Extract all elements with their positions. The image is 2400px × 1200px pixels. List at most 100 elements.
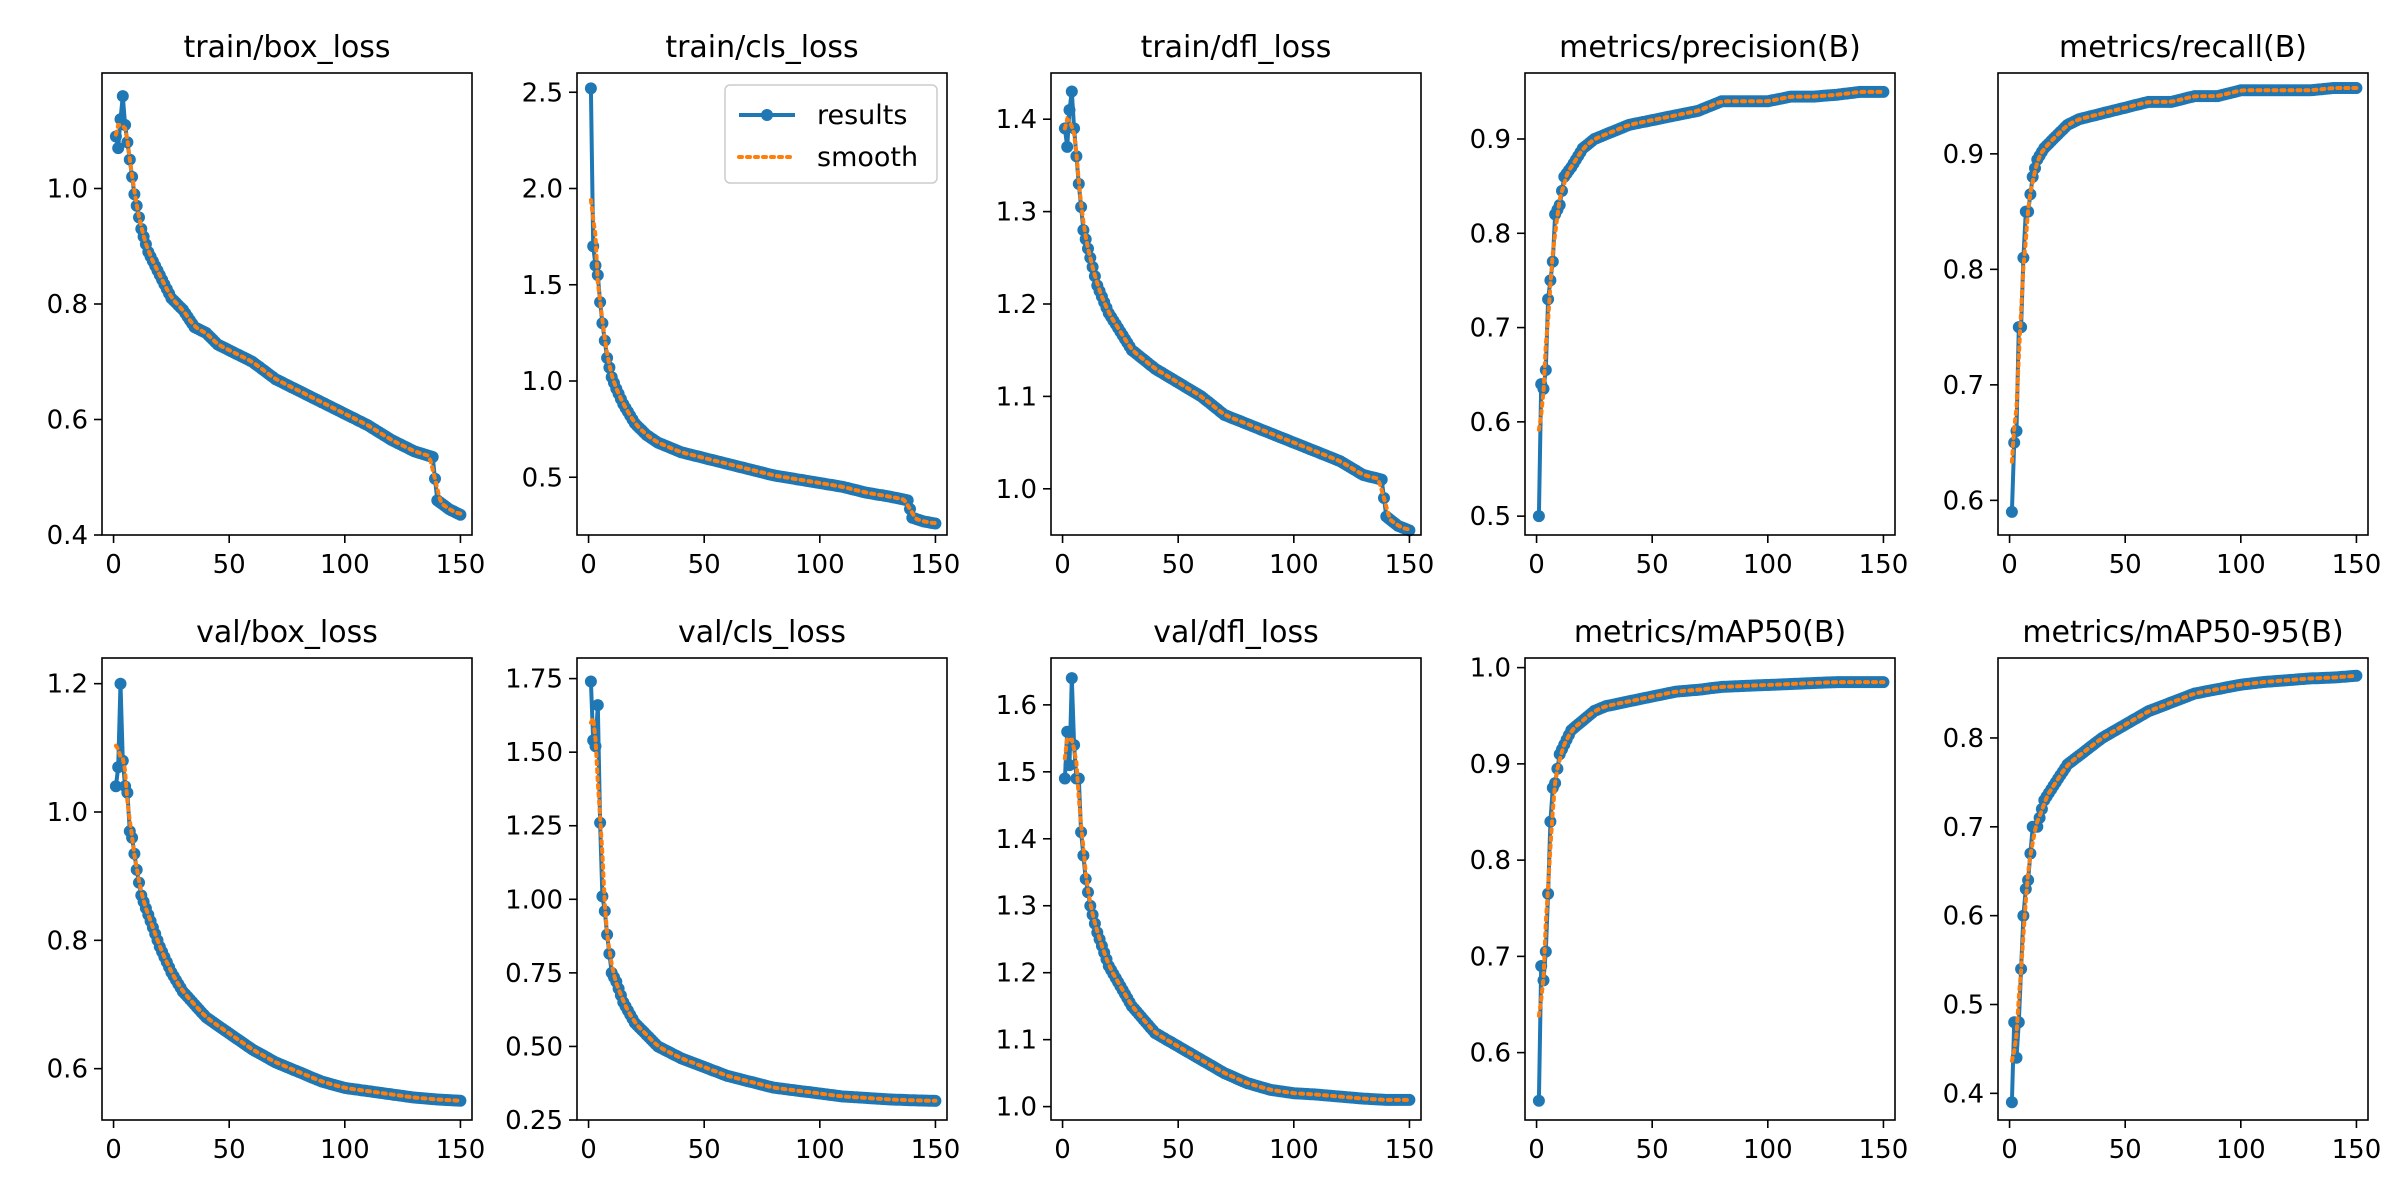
y-tick-label: 0.6 [47,1055,88,1085]
x-tick-label: 150 [1859,1135,1909,1165]
y-tick-label: 1.5 [996,758,1037,788]
x-tick-label: 100 [2216,550,2266,580]
data-point [591,699,604,712]
legend-label-results: results [817,100,907,131]
y-tick-label: 0.6 [1470,1039,1511,1069]
smooth-line [2009,86,2359,464]
axes-frame [576,657,948,1121]
y-tick-label: 0.9 [1943,140,1984,170]
results-markers [584,675,942,1107]
results-line [1536,680,1884,1101]
smooth-line [1062,115,1412,532]
y-tick-label: 0.6 [47,406,88,436]
smooth-line [1536,89,1886,432]
x-tick-label: 100 [320,1135,370,1165]
y-tick-label: 1.0 [522,367,563,397]
panel-title: val/cls_loss [678,615,846,650]
y-tick-label: 0.5 [1470,502,1511,532]
data-point [1063,759,1076,772]
x-tick-label: 50 [2109,550,2142,580]
chart-panel-1: train/box_loss 0 50 100 150 0.4 0.6 0.8 1.0 [47,30,486,580]
y-tick-label: 0.8 [47,290,88,320]
y-tick-label: 1.3 [996,892,1037,922]
y-tick-label: 1.0 [47,175,88,205]
y-tick-label: 0.5 [522,463,563,493]
chart-panel-2: train/cls_loss 0 50 100 150 0.5 1.0 1.5 2.0 2.5 re… [522,30,961,580]
x-tick-label: 0 [105,550,122,580]
data-point [1403,1093,1416,1106]
results-line [1536,89,1884,517]
smooth-line [113,123,463,516]
x-tick-label: 0 [1528,550,1545,580]
data-point [1065,85,1078,98]
chart-panel-6: val/box_loss 0 50 100 150 0.6 0.8 1.0 1.2 [47,615,486,1165]
y-tick-label: 0.8 [1943,724,1984,754]
x-tick-label: 0 [580,1135,597,1165]
y-tick-label: 1.0 [47,798,88,828]
axes-frame [576,72,948,536]
panel-title: metrics/mAP50-95(B) [2022,615,2343,650]
y-tick-label: 2.5 [522,78,563,108]
x-tick-label: 0 [1054,550,1071,580]
x-tick-label: 50 [213,550,246,580]
y-tick-label: 0.7 [1943,813,1984,843]
data-point [116,90,129,103]
y-tick-label: 1.2 [996,959,1037,989]
data-point [2022,874,2035,887]
results-markers [109,90,467,521]
y-tick-label: 0.5 [1943,991,1984,1021]
smooth-line [113,743,463,1103]
smooth-line [588,198,938,526]
panel-title: train/cls_loss [665,30,858,65]
data-point [1877,85,1890,98]
smooth-line [2009,673,2359,1063]
data-point [1058,772,1071,785]
panel-title: metrics/mAP50(B) [1574,615,1846,650]
y-tick-label: 1.4 [996,825,1037,855]
data-point [109,780,122,793]
y-tick-label: 0.8 [1943,255,1984,285]
x-tick-label: 100 [320,550,370,580]
axes-frame [1997,657,2369,1121]
axes-frame [101,657,473,1121]
y-tick-label: 0.6 [1470,408,1511,438]
data-point [584,82,597,95]
y-tick-label: 0.75 [505,959,563,989]
y-tick-label: 0.8 [47,926,88,956]
y-tick-label: 1.0 [996,1093,1037,1123]
x-tick-label: 50 [688,1135,721,1165]
data-point [601,928,614,941]
y-tick-label: 0.4 [47,521,88,551]
y-tick-label: 1.1 [996,1026,1037,1056]
x-tick-label: 150 [2332,1135,2382,1165]
chart-panel-9: metrics/mAP50(B) 0 50 100 150 0.6 0.7 0.8 0.9 1.0 [1470,615,1909,1165]
y-tick-label: 0.8 [1470,846,1511,876]
data-point [1082,242,1094,255]
y-tick-label: 1.2 [996,290,1037,320]
data-point [598,334,611,347]
x-tick-label: 50 [1636,1135,1669,1165]
x-tick-label: 150 [911,550,961,580]
data-point [1544,274,1557,287]
results-line [2009,86,2357,512]
y-tick-label: 0.6 [1943,486,1984,516]
legend-label-smooth: smooth [817,142,918,173]
data-point [2005,1096,2018,1109]
results-line [2009,673,2357,1103]
axes-frame [1050,657,1422,1121]
panel-title: metrics/recall(B) [2059,30,2307,65]
x-tick-label: 100 [1269,1135,1319,1165]
y-tick-label: 0.4 [1943,1079,1984,1109]
x-tick-label: 150 [1385,550,1435,580]
y-tick-label: 1.0 [996,475,1037,505]
x-tick-label: 100 [795,1135,845,1165]
y-tick-label: 0.9 [1470,750,1511,780]
panel-title: train/dfl_loss [1141,30,1332,65]
x-tick-label: 0 [105,1135,122,1165]
x-tick-label: 100 [1269,550,1319,580]
data-point [584,675,597,688]
y-tick-label: 1.75 [505,665,563,695]
y-tick-label: 0.6 [1943,902,1984,932]
x-tick-label: 150 [911,1135,961,1165]
x-tick-label: 150 [1385,1135,1435,1165]
